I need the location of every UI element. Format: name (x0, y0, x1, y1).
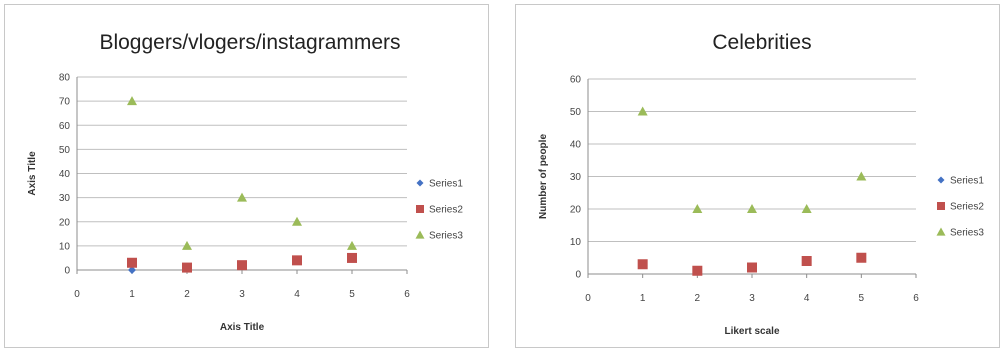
data-point-series2 (856, 252, 867, 263)
y-tick-label: 20 (570, 205, 582, 216)
data-point-series2 (127, 257, 137, 268)
chart-title: Bloggers/vlogers/instagrammers (99, 31, 400, 54)
y-tick-label: 50 (59, 145, 71, 156)
x-tick-label: 2 (695, 293, 701, 304)
legend-label: Series2 (950, 202, 984, 213)
chart-panel-celebrities: Celebrities 0 10 20 30 40 50 60 0 1 2 3 4 5 6 Likert sc… (515, 4, 1000, 348)
x-tick-label: 6 (913, 293, 919, 304)
data-point-series3 (856, 171, 867, 181)
data-point-series2 (637, 259, 648, 270)
data-point-series3 (637, 106, 648, 116)
data-point-series3 (747, 204, 757, 213)
x-tick-label: 4 (294, 289, 300, 300)
y-tick-label: 30 (59, 193, 71, 204)
data-point-series2 (747, 262, 757, 273)
x-tick-label: 3 (239, 289, 245, 300)
data-point-series1 (128, 266, 136, 274)
chart-title: Celebrities (712, 31, 811, 54)
x-tick-label: 4 (804, 293, 810, 304)
legend-label: Series3 (429, 231, 463, 242)
data-point-series3 (347, 240, 357, 250)
legend-marker-series1 (416, 179, 424, 187)
data-point-series3 (237, 192, 247, 202)
y-axis-label: Axis Title (27, 151, 38, 196)
y-tick-label: 0 (575, 270, 581, 281)
x-tick-label: 1 (129, 289, 135, 300)
chart-panel-bloggers: Bloggers/vlogers/instagrammers 0 10 20 30 40 5… (4, 4, 489, 348)
y-tick-label: 80 (59, 73, 71, 84)
legend-label: Series1 (950, 176, 984, 187)
data-point-series2 (237, 260, 247, 271)
x-tick-label: 5 (859, 293, 865, 304)
x-tick-label: 6 (404, 289, 410, 300)
data-point-series3 (692, 204, 703, 213)
x-tick-label: 1 (640, 293, 646, 304)
x-tick-label: 2 (184, 289, 190, 300)
data-point-series2 (182, 262, 192, 273)
x-axis-label: Axis Title (220, 322, 265, 333)
y-tick-label: 70 (59, 97, 71, 108)
legend-marker-series3 (415, 230, 425, 239)
chart-svg-celebrities: Celebrities 0 10 20 30 40 50 60 0 1 2 3 4 5 6 Likert sc… (538, 31, 984, 337)
y-tick-label: 60 (570, 75, 582, 86)
legend-label: Series2 (429, 205, 463, 216)
y-tick-label: 60 (59, 121, 71, 132)
legend-marker-series2 (416, 205, 424, 213)
y-tick-label: 0 (64, 266, 70, 277)
data-point-series3 (801, 204, 812, 213)
legend-label: Series1 (429, 179, 463, 190)
legend-marker-series3 (936, 227, 946, 236)
x-tick-label: 5 (349, 289, 355, 300)
legend-marker-series1 (937, 176, 945, 184)
y-tick-label: 50 (570, 107, 582, 118)
chart-svg-bloggers: Bloggers/vlogers/instagrammers0102030405… (27, 31, 463, 333)
y-tick-label: 30 (570, 172, 582, 183)
data-point-series3 (127, 96, 137, 106)
data-point-series2 (292, 255, 302, 266)
x-tick-label: 3 (749, 293, 755, 304)
x-tick-label: 0 (585, 293, 591, 304)
y-tick-label: 10 (570, 237, 582, 248)
data-point-series3 (292, 216, 302, 226)
y-axis-label: Number of people (538, 134, 549, 219)
y-tick-label: 20 (59, 217, 71, 228)
y-tick-label: 40 (59, 169, 71, 180)
data-point-series2 (347, 252, 357, 263)
data-point-series2 (801, 256, 812, 266)
x-axis-label: Likert scale (724, 326, 779, 337)
y-tick-label: 10 (59, 241, 71, 252)
y-tick-label: 40 (570, 140, 582, 151)
legend-label: Series3 (950, 228, 984, 239)
x-tick-label: 0 (74, 289, 80, 300)
legend-marker-series2 (937, 202, 945, 210)
data-point-series3 (182, 240, 192, 250)
data-point-series2 (692, 265, 703, 276)
